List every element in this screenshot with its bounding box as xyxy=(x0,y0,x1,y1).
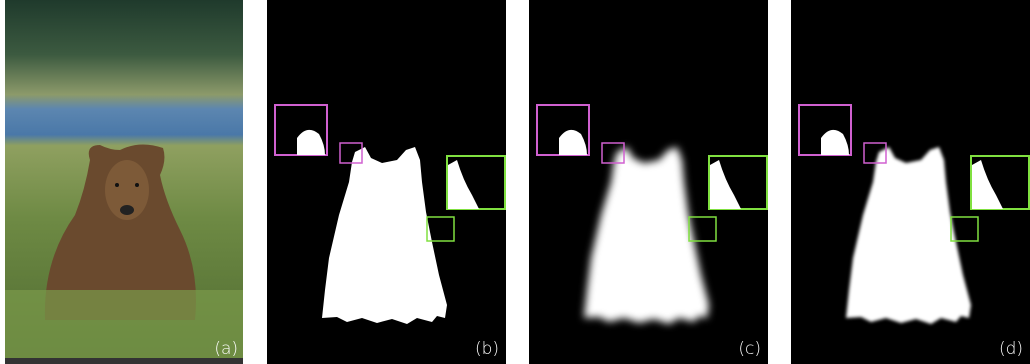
panel-label: (c) xyxy=(738,339,761,359)
panel-c: (c) xyxy=(529,0,768,364)
panel-label: (b) xyxy=(475,339,499,359)
panel-label: (a) xyxy=(214,339,238,359)
page: (a) (b) (c) (d) (() => { const data = JS… xyxy=(0,0,1030,364)
panel-d: (d) xyxy=(791,0,1030,364)
panel-a: (a) xyxy=(5,0,243,364)
panel-label: (d) xyxy=(999,339,1023,359)
figure: (a) (b) (c) (d) xyxy=(0,0,1030,364)
panel-b: (b) xyxy=(267,0,506,364)
